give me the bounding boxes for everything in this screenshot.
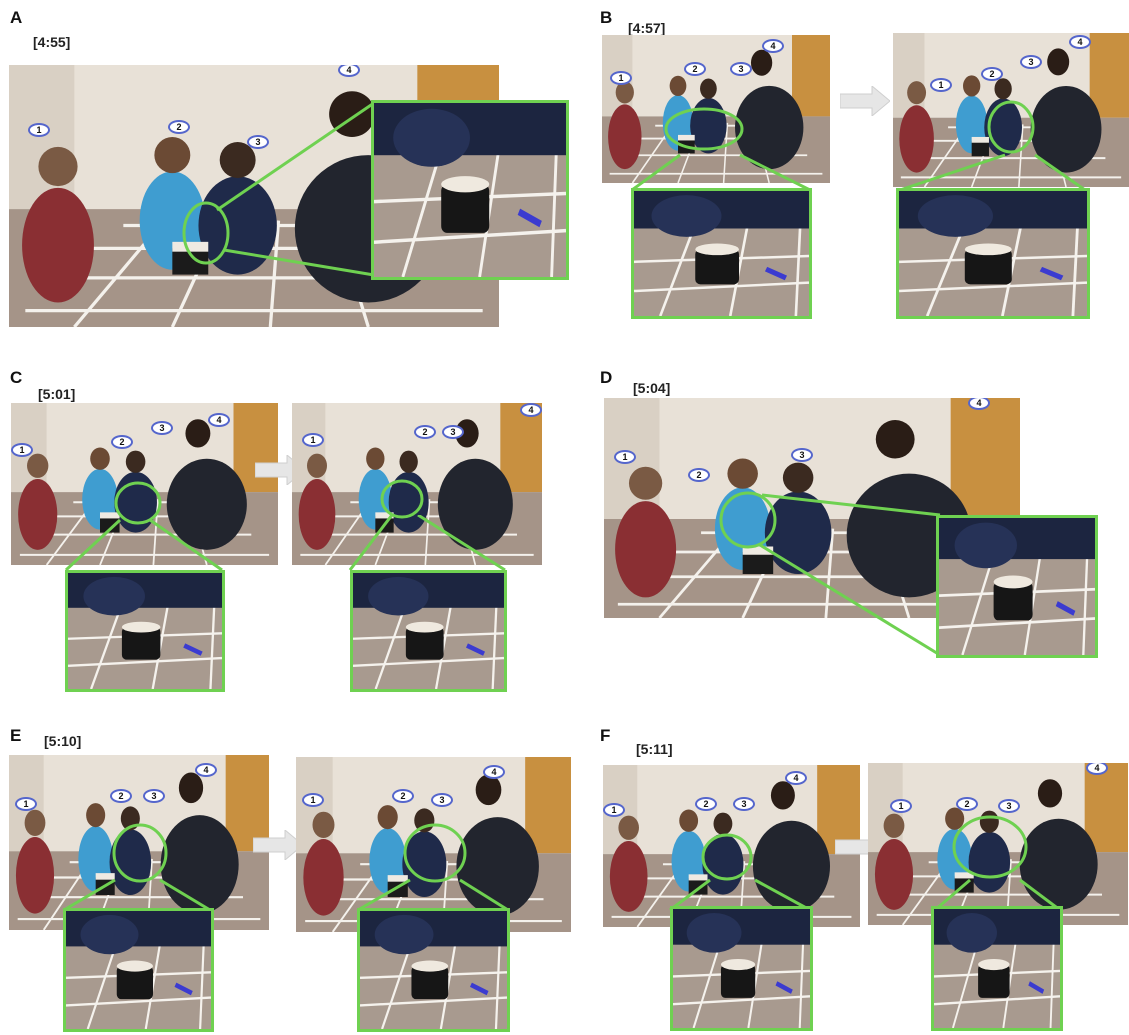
- person-label-3: 3: [733, 797, 755, 811]
- person-label-1: 1: [302, 793, 324, 807]
- person-label-2: 2: [956, 797, 978, 811]
- person-label-4: 4: [968, 398, 990, 410]
- person-label-4: 4: [208, 413, 230, 427]
- panel-c-photo-right: 1 2 3 4: [292, 403, 542, 565]
- zoom-connector-lines: [631, 153, 1086, 192]
- person-label-1: 1: [930, 78, 952, 92]
- person-label-1: 1: [614, 450, 636, 464]
- highlight-circle: [403, 823, 467, 883]
- person-label-2: 2: [168, 120, 190, 134]
- panel-e-photo-left: 1 2 3 4: [9, 755, 269, 930]
- right-arrow-icon: [253, 830, 303, 860]
- zoom-connector-lines: [63, 878, 509, 912]
- person-label-2: 2: [414, 425, 436, 439]
- panel-e-zoom-left: [63, 908, 214, 1032]
- person-label-1: 1: [11, 443, 33, 457]
- panel-f-photo-right: 1 2 3 4: [868, 763, 1128, 925]
- person-label-3: 3: [431, 793, 453, 807]
- person-label-3: 3: [151, 421, 173, 435]
- person-label-1: 1: [610, 71, 632, 85]
- panel-b-zoom-left: [631, 188, 812, 319]
- person-label-3: 3: [791, 448, 813, 462]
- person-label-3: 3: [143, 789, 165, 803]
- highlight-circle: [380, 479, 424, 519]
- panel-a-photo: 1 2 3 4: [9, 65, 499, 327]
- panel-d-zoom-inset: [936, 515, 1098, 658]
- person-label-1: 1: [603, 803, 625, 817]
- panel-c-letter: C: [10, 368, 23, 387]
- person-label-2: 2: [688, 468, 710, 482]
- highlight-circle: [112, 823, 168, 883]
- highlight-circle: [182, 101, 375, 277]
- panel-f-photo-left: 1 2 3 4: [603, 765, 860, 927]
- person-label-2: 2: [392, 789, 414, 803]
- panel-b-photo-left: 1 2 3 4: [602, 35, 830, 183]
- person-label-3: 3: [247, 135, 269, 149]
- person-label-4: 4: [520, 403, 542, 417]
- panel-c-photo-left: 1 2 3 4: [11, 403, 278, 565]
- panel-d-letter: D: [600, 368, 613, 387]
- person-label-2: 2: [111, 435, 133, 449]
- person-label-4: 4: [1069, 35, 1091, 49]
- panel-c-zoom-left: [65, 570, 225, 692]
- person-label-4: 4: [338, 65, 360, 77]
- panel-d-photo: 1 2 3 4: [604, 398, 1020, 618]
- person-label-2: 2: [684, 62, 706, 76]
- panel-c-timestamp: [5:01]: [38, 386, 76, 402]
- panel-f-zoom-right: [931, 906, 1063, 1031]
- person-label-4: 4: [195, 763, 217, 777]
- zoom-connector-lines: [64, 515, 506, 572]
- panel-e-zoom-right: [357, 908, 510, 1032]
- person-label-3: 3: [998, 799, 1020, 813]
- person-label-2: 2: [695, 797, 717, 811]
- person-label-3: 3: [1020, 55, 1042, 69]
- highlight-circle: [114, 481, 162, 525]
- person-label-1: 1: [302, 433, 324, 447]
- highlight-circle: [701, 833, 753, 881]
- person-label-1: 1: [890, 799, 912, 813]
- panel-e-timestamp: [5:10]: [44, 733, 82, 749]
- panel-b-timestamp: [4:57]: [628, 20, 666, 36]
- panel-c-zoom-right: [350, 570, 507, 692]
- panel-a-letter: A: [10, 8, 23, 27]
- panel-b-photo-right: 1 2 3 4: [893, 33, 1129, 187]
- panel-e-photo-right: 1 2 3 4: [296, 757, 571, 932]
- person-label-4: 4: [1086, 763, 1108, 775]
- right-arrow-icon: [840, 86, 890, 116]
- highlight-circle: [664, 107, 744, 151]
- person-label-2: 2: [110, 789, 132, 803]
- panel-f-letter: F: [600, 726, 611, 745]
- panel-d-timestamp: [5:04]: [633, 380, 671, 396]
- highlight-circle: [719, 491, 777, 549]
- panel-b-letter: B: [600, 8, 613, 27]
- highlight-circle: [987, 100, 1035, 154]
- panel-a-timestamp: [4:55]: [33, 34, 71, 50]
- person-label-4: 4: [762, 39, 784, 53]
- person-label-3: 3: [730, 62, 752, 76]
- person-label-4: 4: [785, 771, 807, 785]
- person-label-4: 4: [483, 765, 505, 779]
- panel-a-zoom-inset: [371, 100, 569, 280]
- person-label-1: 1: [28, 123, 50, 137]
- zoom-connector-lines: [669, 878, 1061, 912]
- zoom-connector-lines: [759, 493, 941, 657]
- panel-e-letter: E: [10, 726, 22, 745]
- panel-f-timestamp: [5:11]: [636, 741, 673, 757]
- panel-b-zoom-right: [896, 188, 1090, 319]
- panel-f-zoom-left: [670, 906, 813, 1031]
- person-label-2: 2: [981, 67, 1003, 81]
- person-label-3: 3: [442, 425, 464, 439]
- highlight-circle: [952, 815, 1028, 879]
- person-label-1: 1: [15, 797, 37, 811]
